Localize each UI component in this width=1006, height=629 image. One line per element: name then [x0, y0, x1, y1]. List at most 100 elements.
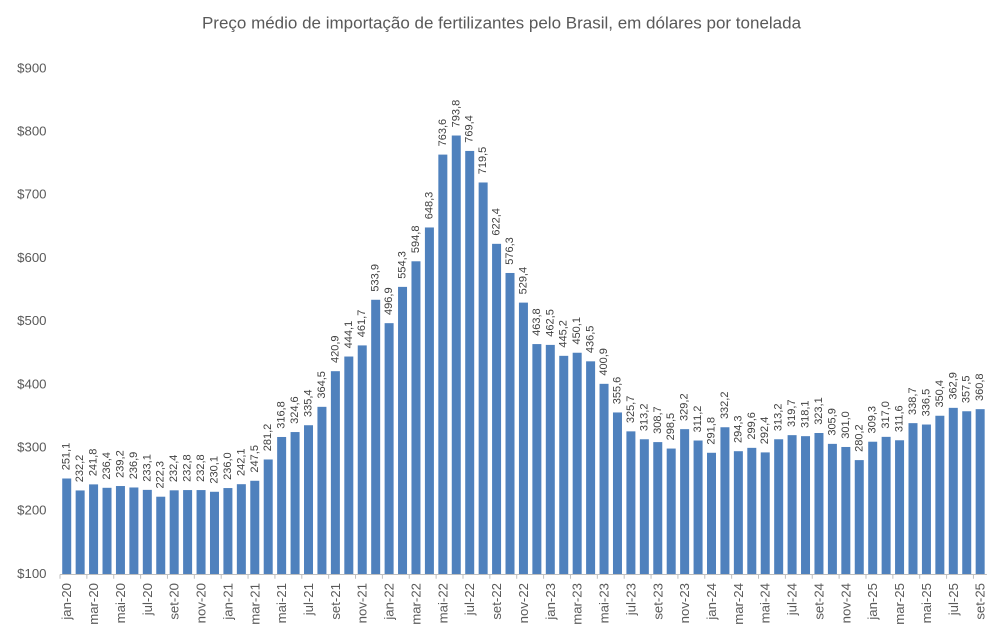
svg-text:232,4: 232,4: [168, 455, 180, 483]
svg-text:nov-20: nov-20: [194, 583, 209, 623]
svg-text:292,4: 292,4: [759, 417, 771, 445]
svg-text:mar-23: mar-23: [570, 583, 585, 625]
svg-text:436,5: 436,5: [585, 326, 597, 354]
svg-text:308,7: 308,7: [652, 406, 664, 434]
svg-text:317,0: 317,0: [880, 401, 892, 429]
svg-text:mar-22: mar-22: [408, 583, 423, 625]
svg-text:230,1: 230,1: [208, 456, 220, 484]
svg-text:301,0: 301,0: [840, 411, 852, 439]
svg-text:576,3: 576,3: [504, 237, 516, 265]
svg-text:mai-21: mai-21: [274, 583, 289, 623]
svg-text:236,0: 236,0: [222, 452, 234, 480]
svg-text:299,6: 299,6: [746, 412, 758, 440]
svg-text:311,2: 311,2: [692, 406, 704, 433]
svg-text:232,2: 232,2: [74, 455, 86, 483]
svg-text:set-25: set-25: [973, 583, 988, 620]
svg-text:364,5: 364,5: [316, 371, 328, 399]
svg-text:232,8: 232,8: [182, 454, 194, 482]
svg-text:554,3: 554,3: [397, 251, 409, 279]
svg-text:305,9: 305,9: [826, 408, 838, 436]
svg-text:mar-25: mar-25: [892, 583, 907, 625]
svg-text:319,7: 319,7: [786, 399, 798, 427]
svg-text:335,4: 335,4: [303, 389, 315, 417]
svg-text:291,8: 291,8: [706, 417, 718, 445]
svg-text:jul-21: jul-21: [301, 583, 316, 616]
svg-text:357,5: 357,5: [961, 376, 973, 404]
svg-text:mar-21: mar-21: [247, 583, 262, 625]
svg-text:236,4: 236,4: [101, 452, 113, 480]
svg-text:445,2: 445,2: [558, 320, 570, 348]
svg-text:332,2: 332,2: [719, 392, 731, 420]
svg-text:$600: $600: [17, 250, 46, 265]
svg-text:400,9: 400,9: [598, 348, 610, 376]
svg-text:nov-23: nov-23: [677, 583, 692, 623]
svg-text:313,2: 313,2: [638, 404, 650, 432]
svg-text:jan-23: jan-23: [543, 583, 558, 621]
svg-text:jul-20: jul-20: [140, 583, 155, 616]
svg-text:jul-22: jul-22: [462, 583, 477, 616]
svg-text:793,8: 793,8: [450, 100, 462, 128]
svg-text:232,8: 232,8: [195, 454, 207, 482]
svg-text:309,3: 309,3: [867, 406, 879, 434]
svg-text:355,6: 355,6: [611, 377, 623, 405]
svg-text:$400: $400: [17, 376, 46, 391]
svg-text:313,2: 313,2: [773, 404, 785, 432]
svg-text:$500: $500: [17, 313, 46, 328]
svg-text:311,6: 311,6: [894, 405, 906, 432]
svg-text:318,1: 318,1: [800, 400, 812, 428]
svg-text:763,6: 763,6: [437, 119, 449, 147]
svg-text:444,1: 444,1: [343, 321, 355, 349]
svg-text:$700: $700: [17, 187, 46, 202]
svg-text:242,1: 242,1: [235, 448, 247, 476]
svg-text:$200: $200: [17, 503, 46, 518]
svg-text:mar-20: mar-20: [86, 583, 101, 625]
svg-text:247,5: 247,5: [249, 445, 261, 473]
svg-text:jan-21: jan-21: [220, 583, 235, 621]
svg-text:362,9: 362,9: [947, 372, 959, 400]
svg-text:420,9: 420,9: [329, 335, 341, 363]
svg-text:496,9: 496,9: [383, 287, 395, 315]
svg-text:$900: $900: [17, 60, 46, 75]
svg-text:jan-22: jan-22: [382, 583, 397, 621]
svg-text:222,3: 222,3: [155, 461, 167, 489]
svg-text:nov-22: nov-22: [516, 583, 531, 623]
svg-text:nov-24: nov-24: [838, 583, 853, 623]
svg-text:jan-20: jan-20: [59, 583, 74, 621]
svg-text:461,7: 461,7: [356, 310, 368, 338]
svg-text:323,1: 323,1: [813, 397, 825, 425]
svg-text:jan-25: jan-25: [865, 583, 880, 621]
svg-text:338,7: 338,7: [907, 387, 919, 415]
svg-text:set-20: set-20: [167, 583, 182, 620]
svg-text:mar-24: mar-24: [731, 583, 746, 625]
svg-text:648,3: 648,3: [423, 192, 435, 220]
svg-text:316,8: 316,8: [276, 401, 288, 429]
svg-text:mai-23: mai-23: [597, 583, 612, 623]
svg-text:463,8: 463,8: [531, 308, 543, 336]
svg-text:280,2: 280,2: [853, 424, 865, 452]
svg-text:236,9: 236,9: [128, 452, 140, 480]
svg-text:324,6: 324,6: [289, 396, 301, 424]
svg-text:set-23: set-23: [650, 583, 665, 620]
svg-text:325,7: 325,7: [625, 396, 637, 424]
svg-text:set-22: set-22: [489, 583, 504, 620]
svg-text:350,4: 350,4: [934, 380, 946, 408]
svg-text:360,8: 360,8: [974, 373, 986, 401]
svg-text:mai-24: mai-24: [758, 583, 773, 623]
svg-text:set-24: set-24: [811, 583, 826, 620]
svg-text:mai-20: mai-20: [113, 583, 128, 623]
svg-text:jul-23: jul-23: [623, 583, 638, 616]
svg-text:mai-25: mai-25: [919, 583, 934, 623]
svg-text:769,4: 769,4: [464, 115, 476, 143]
svg-text:533,9: 533,9: [370, 264, 382, 292]
svg-text:329,2: 329,2: [679, 393, 691, 421]
svg-text:251,1: 251,1: [61, 443, 73, 471]
svg-text:set-21: set-21: [328, 583, 343, 620]
svg-text:$300: $300: [17, 440, 46, 455]
svg-text:462,5: 462,5: [544, 309, 556, 337]
svg-text:jul-25: jul-25: [946, 583, 961, 616]
svg-text:294,3: 294,3: [732, 415, 744, 443]
svg-text:450,1: 450,1: [571, 317, 583, 345]
svg-text:529,4: 529,4: [517, 267, 529, 295]
svg-text:$800: $800: [17, 124, 46, 139]
svg-text:336,5: 336,5: [920, 389, 932, 417]
